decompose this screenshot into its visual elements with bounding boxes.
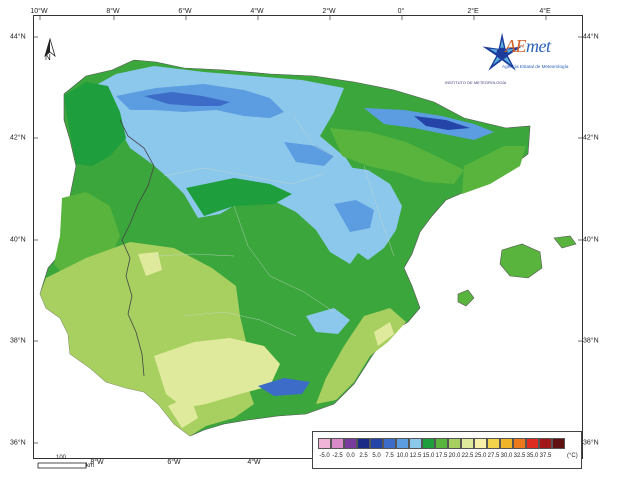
legend-label: 17.5 (435, 453, 448, 459)
legend-swatch (370, 438, 383, 449)
legend-unit: (°C) (567, 453, 578, 459)
legend-swatch (396, 438, 409, 449)
legend-swatch (552, 438, 565, 449)
legend-swatch (448, 438, 461, 449)
legend-label: -2.5 (332, 453, 343, 459)
inm-logo-text: INSTITUTO DE METEOROLOGÍA (445, 80, 507, 85)
ibiza (457, 289, 475, 307)
temperature-legend: -5.0 -2.5 0.0 2.5 5.0 7.5 10.0 12.5 15.0 17.5 20.0… (312, 431, 582, 469)
legend-swatch (474, 438, 487, 449)
portugal-border (119, 119, 155, 377)
lat-label-right: 44°N (583, 33, 599, 41)
legend-label: 12.5 (409, 453, 422, 459)
lon-label-top: 4°E (539, 8, 551, 15)
ebro-valley (330, 128, 464, 184)
inm-logo-icon (482, 32, 522, 71)
legend-swatch (513, 438, 526, 449)
legend-swatch (500, 438, 513, 449)
lat-label-right: 40°N (583, 236, 599, 244)
aemet-logo: AEmet (505, 36, 551, 57)
betic-cold (306, 308, 350, 334)
north-arrow-icon (44, 37, 56, 58)
cantabrian-coldest (144, 92, 230, 106)
lon-label-top: 4°W (250, 8, 264, 15)
legend-label: -5.0 (319, 453, 330, 459)
legend-label: 7.5 (385, 453, 394, 459)
lon-label-top: 6°W (178, 8, 192, 15)
legend-label: 0.0 (346, 453, 355, 459)
legend-swatch (461, 438, 474, 449)
legend-swatch (487, 438, 500, 449)
lon-label-top: 2°E (467, 8, 479, 15)
lat-label-left: 44°N (10, 33, 26, 41)
mallorca (499, 243, 543, 279)
legend-label: 15.0 (422, 453, 435, 459)
legend-swatch (422, 438, 435, 449)
central-system-cold (284, 142, 334, 166)
lat-label-right: 36°N (583, 439, 599, 447)
legend-label: 37.5 (539, 453, 552, 459)
catalonia-coast (462, 146, 526, 194)
legend-swatch (357, 438, 370, 449)
lon-label-top: 10°W (30, 8, 48, 15)
pyrenees-coldest (414, 116, 470, 130)
murcia-hot (374, 322, 394, 346)
galicia-mild (64, 82, 126, 166)
scale-bar (37, 462, 87, 469)
lon-label-top: 0° (397, 8, 405, 15)
legend-label: 30.0 (500, 453, 513, 459)
scale-unit: km (86, 463, 94, 469)
legend-swatch (539, 438, 552, 449)
legend-swatch (344, 438, 357, 449)
legend-label: 27.5 (487, 453, 500, 459)
legend-label: 2.5 (359, 453, 368, 459)
northern-plateau-cool (80, 66, 366, 264)
legend-label: 10.0 (396, 453, 409, 459)
menorca (553, 235, 577, 249)
lat-label-left: 42°N (10, 134, 26, 142)
duero-valley (186, 178, 292, 216)
aemet-logo-part: met (526, 36, 551, 56)
lat-label-right: 38°N (583, 337, 599, 345)
legend-label: 22.5 (461, 453, 474, 459)
lat-label-left: 40°N (10, 236, 26, 244)
lon-label-top: 2°W (322, 8, 336, 15)
legend-label: 25.0 (474, 453, 487, 459)
lon-label-bottom: 6°W (167, 459, 181, 466)
guadiana-hot (138, 252, 162, 276)
lat-label-left: 36°N (10, 439, 26, 447)
temperature-map (34, 16, 582, 458)
aemet-logo-subtitle: Agencia Estatal de Meteorología (502, 64, 569, 69)
legend-swatch (409, 438, 422, 449)
legend-label: 20.0 (448, 453, 461, 459)
lon-label-bottom: 8°W (90, 459, 104, 466)
regional-boundaries (153, 115, 395, 337)
legend-label: 32.5 (513, 453, 526, 459)
map-frame (33, 15, 583, 459)
guadalquivir-hot (154, 338, 280, 408)
lon-label-top: 8°W (106, 8, 120, 15)
legend-label: 35.0 (526, 453, 539, 459)
iberian-cold-patch (334, 200, 374, 232)
legend-swatch (435, 438, 448, 449)
legend-swatch (318, 438, 331, 449)
legend-swatch (526, 438, 539, 449)
scale-value: 100 (56, 455, 67, 461)
legend-swatch (331, 438, 344, 449)
legend-swatch (383, 438, 396, 449)
lat-label-right: 42°N (583, 134, 599, 142)
aemet-logo-part: AE (505, 36, 527, 56)
north-label: N (45, 53, 51, 62)
sierra-nevada-cold (258, 378, 310, 396)
lower-guadalquivir-hot (168, 396, 198, 428)
lon-label-bottom: 4°W (247, 459, 261, 466)
legend-label: 5.0 (372, 453, 381, 459)
lat-label-left: 38°N (10, 337, 26, 345)
